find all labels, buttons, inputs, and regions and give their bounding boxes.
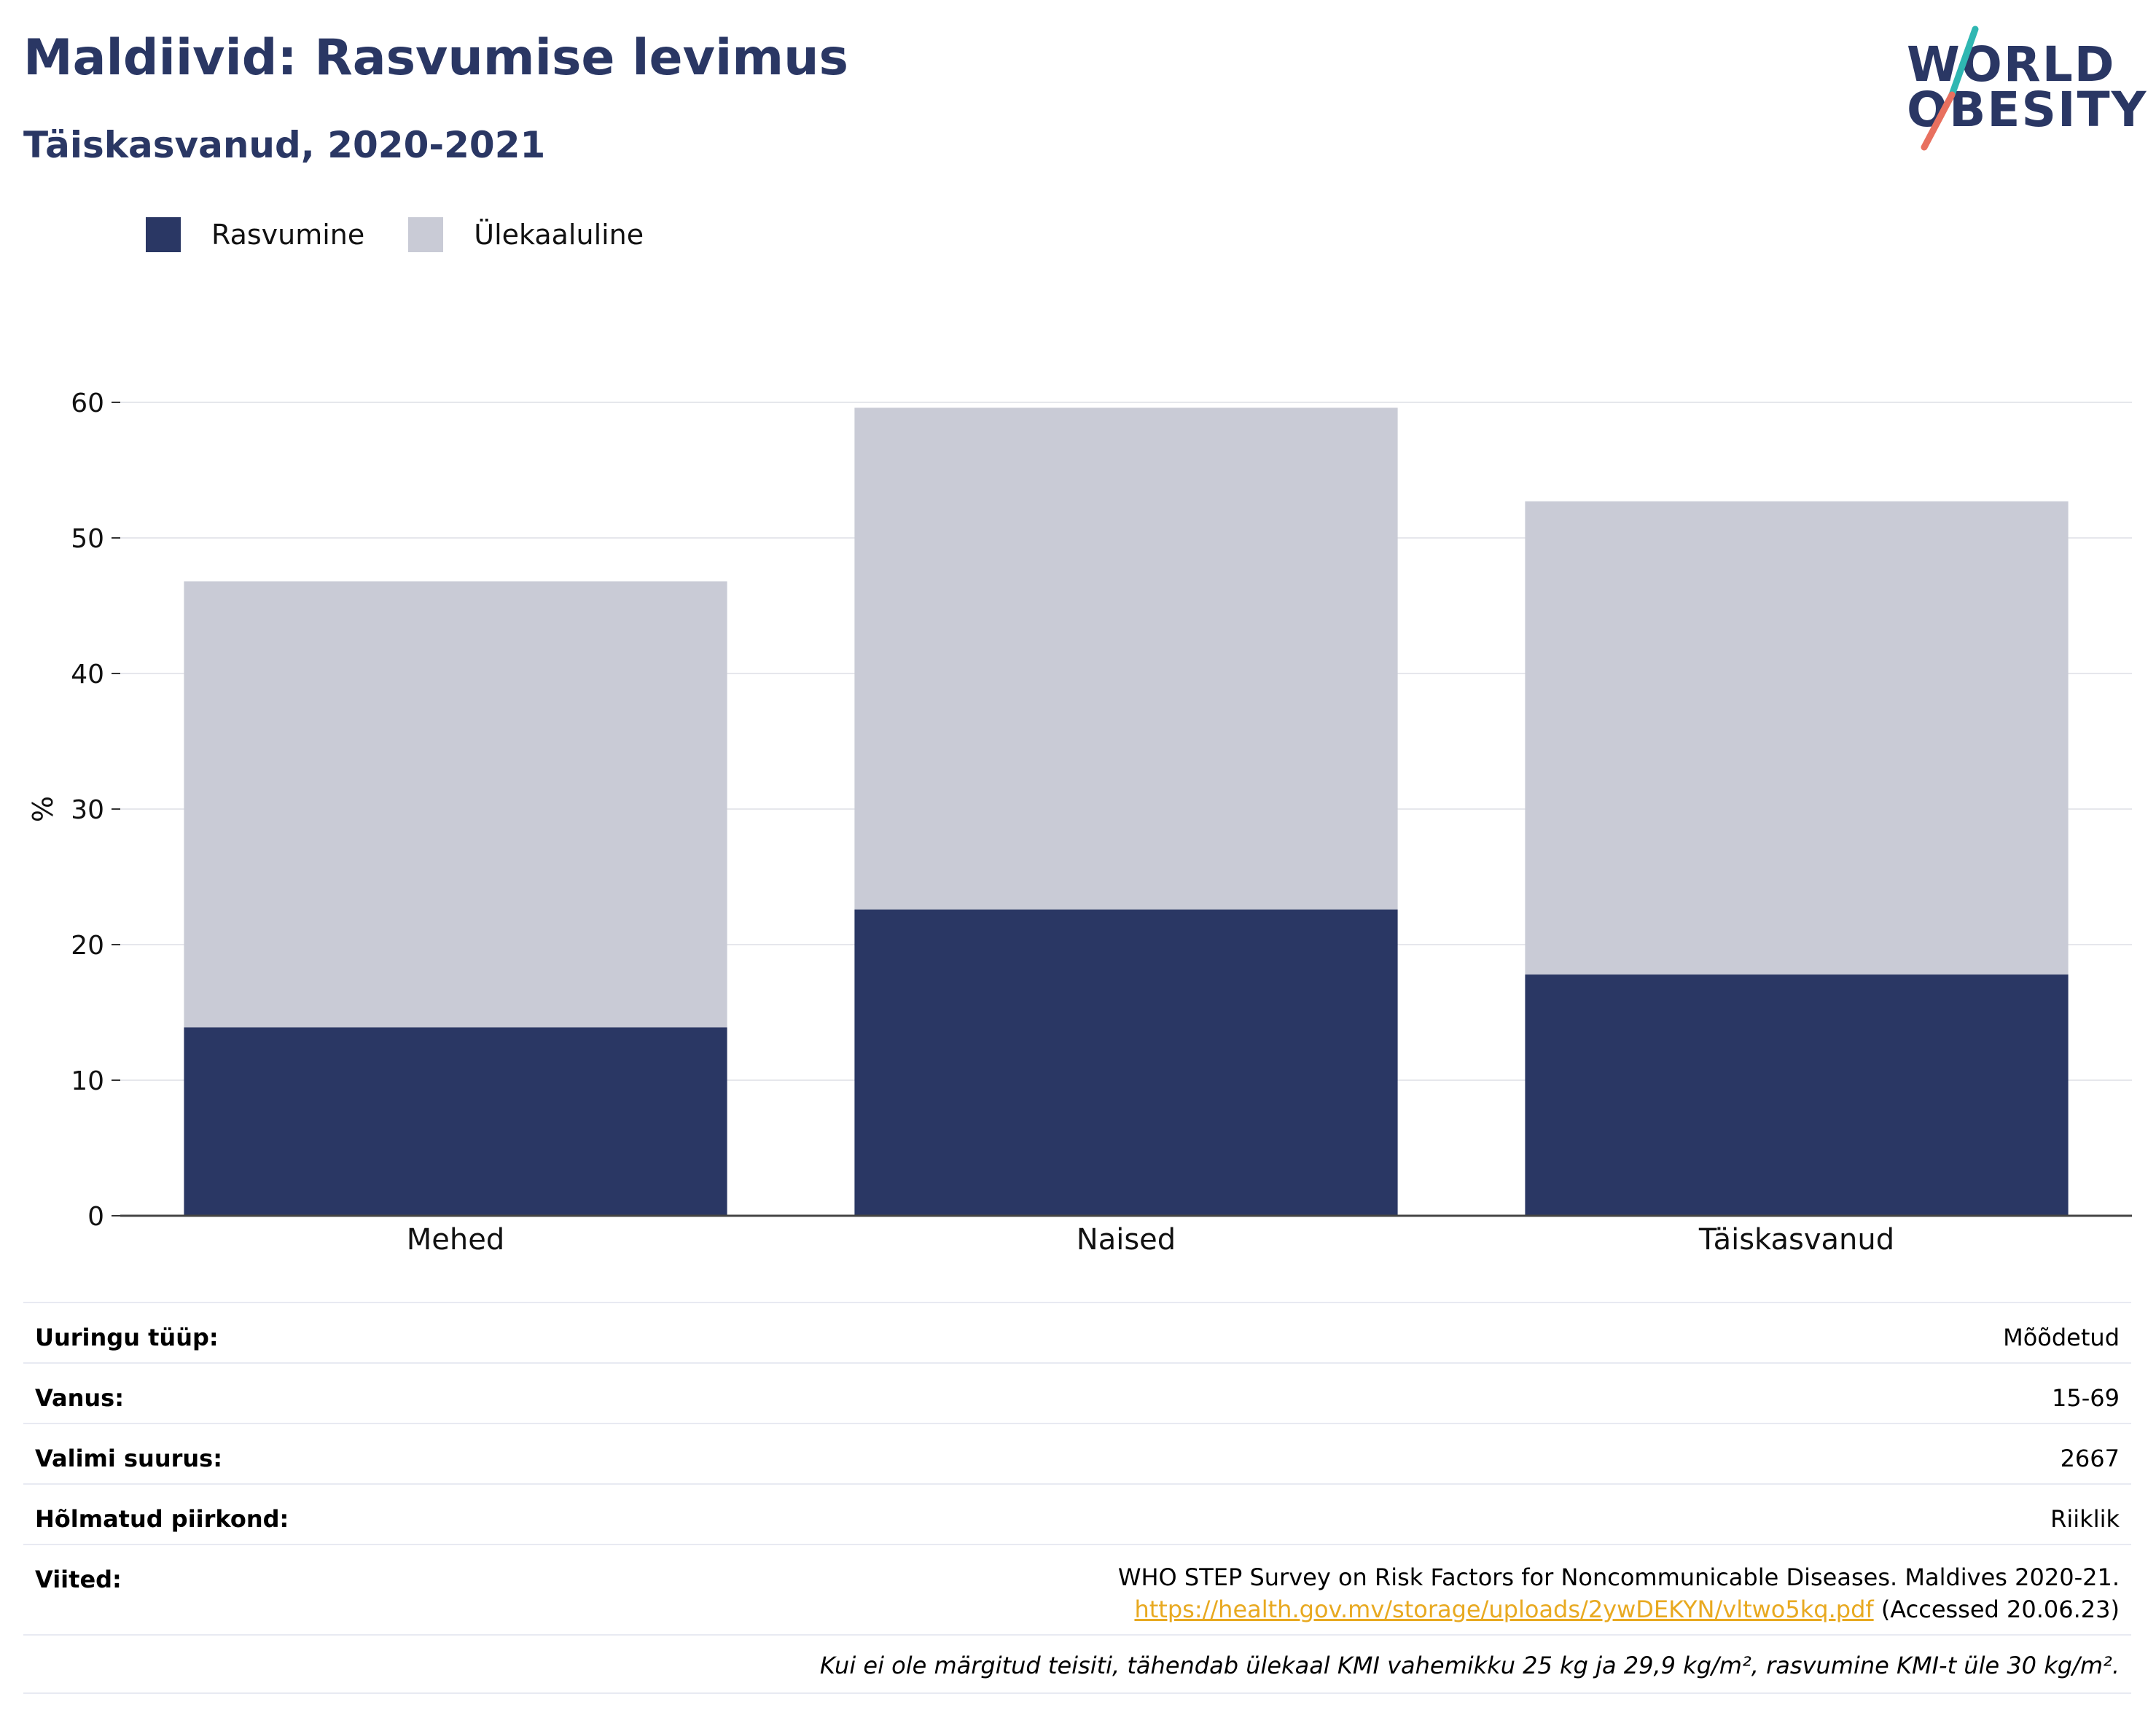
info-value: Riiklik [2050,1505,2120,1533]
footnote: Kui ei ole märgitud teisiti, tähendab ül… [23,1634,2131,1694]
y-tick-label: 20 [71,931,104,961]
legend-label-obesity: Rasvumine [211,219,365,251]
info-key: Valimi suurus: [35,1445,223,1472]
x-tick-label: Naised [1077,1223,1176,1257]
info-key: Uuringu tüüp: [35,1324,219,1351]
info-value: 2667 [2060,1445,2120,1472]
reference-link-line: https://health.gov.mv/storage/uploads/2y… [1118,1593,2120,1625]
legend-item-overweight: Ülekaaluline [408,217,644,252]
bar-overweight-1 [854,407,1398,910]
legend-swatch-overweight [408,217,444,252]
legend-item-obesity: Rasvumine [146,217,364,252]
reference-citation: WHO STEP Survey on Risk Factors for Nonc… [1117,1563,2120,1591]
info-key: Viited: [35,1566,122,1593]
x-tick-label: Mehed [407,1223,504,1257]
x-tick-label: Täiskasvanud [1698,1223,1894,1257]
logo-slash-icon [1921,26,1979,151]
bar-obesity-2 [1525,974,2069,1216]
info-key: Hõlmatud piirkond: [35,1505,289,1533]
info-row-area-covered: Hõlmatud piirkond: Riiklik [23,1483,2131,1544]
info-row-references: Viited: WHO STEP Survey on Risk Factors … [23,1544,2131,1634]
info-key: Vanus: [35,1384,125,1412]
reference-link[interactable]: https://health.gov.mv/storage/uploads/2y… [1134,1596,1874,1623]
legend-label-overweight: Ülekaaluline [474,219,644,251]
y-tick-label: 40 [71,660,104,690]
bar-obesity-0 [184,1027,727,1216]
reference-accessed: (Accessed 20.06.23) [1873,1596,2120,1623]
info-table: Uuringu tüüp: Mõõdetud Vanus: 15-69 Vali… [23,1302,2131,1694]
y-tick-label: 0 [87,1202,104,1232]
info-row-age: Vanus: 15-69 [23,1362,2131,1423]
info-value: 15-69 [2052,1384,2120,1412]
y-tick-label: 30 [71,795,104,825]
bar-overweight-2 [1525,501,2069,975]
legend-swatch-obesity [146,217,181,252]
y-tick-label: 50 [71,524,104,554]
y-axis-label: % [27,796,59,822]
chart-title: Maldiivid: Rasvumise levimus [23,29,849,87]
bar-chart: 0 10 20 30 40 50 60% Mehed Naised Täiskasvanud [27,388,2132,1257]
info-value: Mõõdetud [2003,1324,2120,1351]
legend: Rasvumine Ülekaaluline [146,216,687,254]
bar-obesity-1 [854,909,1398,1216]
bar-overweight-0 [184,581,727,1028]
info-row-sample-size: Valimi suurus: 2667 [23,1423,2131,1483]
info-row-survey-type: Uuringu tüüp: Mõõdetud [23,1302,2131,1362]
logo-word-1: WORLD [1907,36,2116,93]
world-obesity-logo: WORLD OBESITY [1895,22,2146,153]
chart-subtitle: Täiskasvanud, 2020-2021 [23,124,546,166]
y-tick-label: 60 [71,388,104,418]
y-tick-label: 10 [71,1066,104,1096]
references-value: WHO STEP Survey on Risk Factors for Nonc… [1118,1561,2120,1634]
